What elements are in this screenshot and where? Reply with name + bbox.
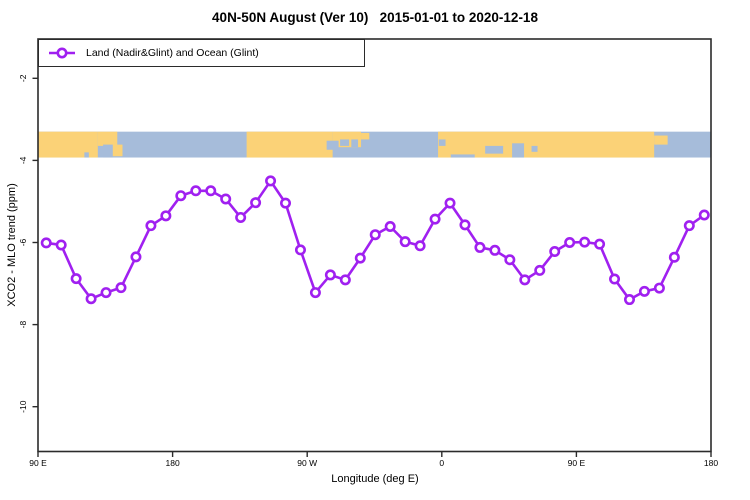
series-point <box>489 244 501 256</box>
map-band-water <box>103 144 113 158</box>
series-point <box>384 220 396 232</box>
y-tick-label: -8 <box>18 321 28 329</box>
map-band-land <box>438 131 655 158</box>
series-point <box>519 274 531 286</box>
series-point <box>564 237 576 249</box>
series-point <box>683 220 695 232</box>
series-point <box>414 240 426 252</box>
map-band-water <box>485 145 504 154</box>
x-tick-label: 90 E <box>29 458 47 468</box>
map-band-water <box>351 139 359 148</box>
series-point <box>294 244 306 256</box>
series-point <box>235 211 247 223</box>
series-point <box>160 210 172 222</box>
series-point <box>623 294 635 306</box>
series-point <box>444 197 456 209</box>
plot-border <box>37 38 712 453</box>
series-point <box>698 209 710 221</box>
series-point <box>85 293 97 305</box>
series-point <box>100 287 112 299</box>
x-tick-label: 90 W <box>297 458 317 468</box>
y-tick-label: -2 <box>18 74 28 82</box>
series-point <box>250 197 262 209</box>
series-point <box>429 213 441 225</box>
series-point <box>339 274 351 286</box>
series-point <box>579 236 591 248</box>
map-band-land <box>361 132 370 140</box>
series-point <box>70 273 82 285</box>
x-tick-label: 180 <box>704 458 718 468</box>
series-point <box>354 252 366 264</box>
series-point <box>145 220 157 232</box>
series-point <box>265 175 277 187</box>
series-point <box>130 251 142 263</box>
x-tick-label: 90 E <box>568 458 586 468</box>
series-point <box>534 264 546 276</box>
legend-line-marker-icon <box>49 47 75 59</box>
series-point <box>280 197 292 209</box>
map-band-land <box>246 131 333 158</box>
series-point <box>653 282 665 294</box>
series-point <box>638 285 650 297</box>
y-tick-label: -6 <box>18 238 28 246</box>
x-tick-label: 180 <box>166 458 180 468</box>
series-point <box>205 185 217 197</box>
series-point <box>594 238 606 250</box>
series-point <box>40 237 52 249</box>
y-tick-label: -4 <box>18 156 28 164</box>
y-axis-label: XCO2 - MLO trend (ppm) <box>6 183 18 307</box>
x-tick-label: 0 <box>439 458 444 468</box>
series-point <box>115 282 127 294</box>
series-point <box>504 254 516 266</box>
series-point <box>220 193 232 205</box>
chart-title: 40N-50N August (Ver 10) 2015-01-01 to 20… <box>212 10 538 25</box>
series-point <box>549 246 561 258</box>
series-point <box>369 229 381 241</box>
map-band-water <box>438 139 446 146</box>
series-point <box>55 239 67 251</box>
series-line <box>46 179 706 301</box>
legend: Land (Nadir&Glint) and Ocean (Glint) <box>38 39 365 67</box>
series-point <box>668 251 680 263</box>
legend-label: Land (Nadir&Glint) and Ocean (Glint) <box>86 47 259 59</box>
map-band-land <box>112 144 123 157</box>
series-point <box>175 190 187 202</box>
y-tick-label: -10 <box>18 400 28 413</box>
series-point <box>459 219 471 231</box>
series-point <box>309 287 321 299</box>
map-band-water <box>450 154 475 158</box>
map-band-land <box>97 131 118 146</box>
series-point <box>324 269 336 281</box>
map-band-land <box>654 135 668 145</box>
map-band-water <box>531 145 538 152</box>
map-band-water <box>326 140 339 150</box>
series-point <box>609 273 621 285</box>
map-band-water <box>512 143 525 158</box>
map-band-water <box>340 139 350 146</box>
map-band-water <box>84 152 89 158</box>
series-point <box>190 185 202 197</box>
x-axis-label: Longitude (deg E) <box>331 473 419 485</box>
series-point <box>474 241 486 253</box>
series-point <box>399 236 411 248</box>
